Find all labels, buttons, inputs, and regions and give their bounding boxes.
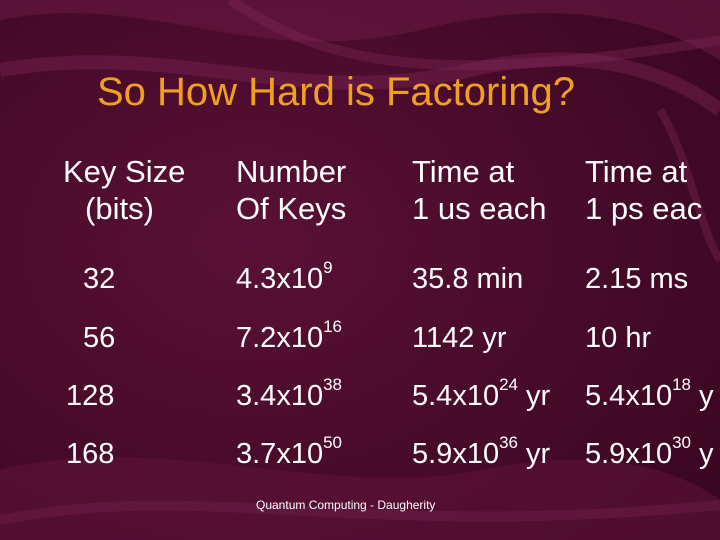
header-time-us: Time at 1 us each <box>412 153 546 227</box>
row-56-keys-exp: 16 <box>323 317 342 336</box>
row-32-time-ps: 2.15 ms <box>585 265 688 294</box>
header-number-of-keys-line1: Number <box>236 154 347 189</box>
row-128-keys-exp: 38 <box>323 375 342 394</box>
header-time-us-line2: 1 us each <box>412 191 547 226</box>
slide-title: So How Hard is Factoring? <box>97 70 575 114</box>
row-168-keys-exp: 50 <box>323 433 342 452</box>
row-168-bits: 168 <box>66 438 115 470</box>
header-time-ps-line1: Time at <box>585 154 688 189</box>
row-128-time-us-unit: yr <box>518 380 551 412</box>
row-168-time-ps-base: 5.9x10 <box>585 438 673 470</box>
row-168-time-ps-unit: y <box>691 438 714 470</box>
row-32-bits: 32 <box>83 263 116 295</box>
row-128-time-ps-exp: 18 <box>672 375 691 394</box>
row-168-time-ps-exp: 30 <box>672 433 691 452</box>
row-32-time-us-value: 35.8 min <box>412 263 524 295</box>
row-128-time-us-base: 5.4x10 <box>412 380 500 412</box>
header-key-size: Key Size (bits) <box>63 153 185 227</box>
row-56-time-ps: 10 hr <box>585 324 651 353</box>
header-time-us-line1: Time at <box>412 154 515 189</box>
row-168-time-us: 5.9x1036 yr <box>412 434 551 470</box>
row-56-time-us: 1142 yr <box>412 324 507 353</box>
row-128-time-ps: 5.4x1018 y <box>585 376 714 412</box>
row-168-time-us-base: 5.9x10 <box>412 438 500 470</box>
row-168-time-ps: 5.9x1030 y <box>585 434 714 470</box>
header-key-size-line1: Key Size <box>63 154 186 189</box>
row-32-time-us: 35.8 min <box>412 265 523 294</box>
row-128-time-us: 5.4x1024 yr <box>412 376 551 412</box>
row-56-keys: 7.2x1016 <box>236 318 342 354</box>
row-56-time-us-value: 1142 yr <box>412 322 507 354</box>
row-128-time-us-exp: 24 <box>499 375 518 394</box>
header-number-of-keys-line2: Of Keys <box>236 191 347 226</box>
row-32-time-ps-value: 2.15 ms <box>585 263 689 295</box>
header-time-ps: Time at 1 ps eac <box>585 153 702 227</box>
row-56-bits: 56 <box>83 322 116 354</box>
row-128-time-ps-base: 5.4x10 <box>585 380 673 412</box>
row-168-time-us-exp: 36 <box>499 433 518 452</box>
row-56-keys-base: 7.2x10 <box>236 322 324 354</box>
row-128-time-ps-unit: y <box>691 380 714 412</box>
row-32-keys-exp: 9 <box>323 258 333 277</box>
header-time-ps-line2: 1 ps eac <box>585 191 703 226</box>
header-key-size-line2: (bits) <box>85 191 154 226</box>
row-168-keys-base: 3.7x10 <box>236 438 324 470</box>
row-32-keys: 4.3x109 <box>236 259 333 295</box>
slide-footer: Quantum Computing - Daugherity <box>256 498 436 512</box>
row-32-keys-base: 4.3x10 <box>236 263 324 295</box>
row-128-bits: 128 <box>66 380 115 412</box>
row-56-time-ps-value: 10 hr <box>585 322 652 354</box>
row-168-time-us-unit: yr <box>518 438 551 470</box>
header-number-of-keys: Number Of Keys <box>236 153 346 227</box>
row-128-keys: 3.4x1038 <box>236 376 342 412</box>
row-128-keys-base: 3.4x10 <box>236 380 324 412</box>
row-168-keys: 3.7x1050 <box>236 434 342 470</box>
